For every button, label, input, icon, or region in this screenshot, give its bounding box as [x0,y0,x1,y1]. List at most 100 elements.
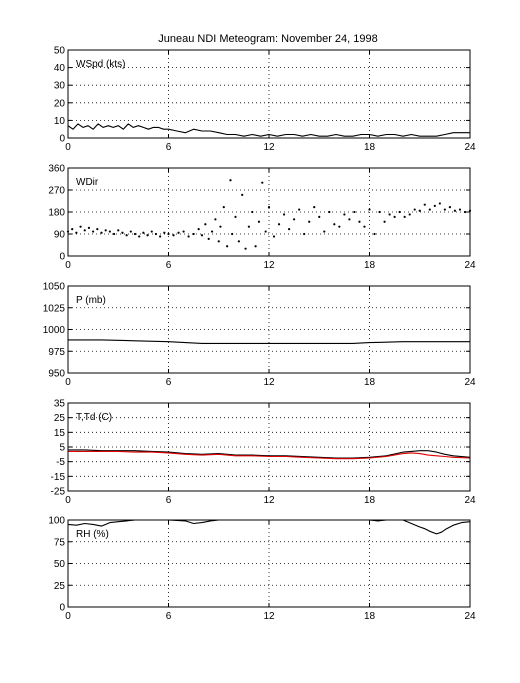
data-point [348,218,351,221]
data-point [272,235,276,238]
data-point [423,203,426,206]
data-point [277,223,281,226]
panel-label: P (mb) [76,295,106,306]
data-point [363,225,366,228]
data-point [200,234,204,237]
data-point [146,234,149,237]
data-point [231,232,234,236]
data-point [458,208,462,211]
x-tick-label: 24 [464,611,476,622]
data-point [222,206,225,209]
data-point [418,209,421,212]
data-point [100,231,103,234]
series-wdir-0 [66,179,472,250]
x-tick-label: 18 [364,260,376,271]
data-point [125,234,128,237]
y-tick-label: -15 [51,472,66,483]
data-point [428,208,431,211]
x-tick-label: 6 [166,260,172,271]
data-point [133,232,137,236]
data-point [226,245,229,248]
data-point [433,204,436,207]
x-tick-label: 12 [263,142,275,153]
y-tick-label: 180 [48,208,65,219]
panel-rh: 0 6 12 18 24 0 25 50 75 100 RH (%) [48,516,476,623]
data-point [368,208,371,211]
y-tick-label: 25 [54,581,66,592]
figure-title: Juneau NDI Meteogram: November 24, 1998 [158,33,378,45]
data-point [112,232,116,236]
data-point [298,208,301,211]
y-tick-label: 1000 [43,325,66,336]
x-tick-label: 18 [364,142,376,153]
data-point [303,232,306,236]
data-point [214,218,217,221]
x-tick-label: 18 [364,611,376,622]
data-point [129,230,132,233]
data-point [388,213,391,216]
x-tick-label: 0 [65,611,71,622]
data-point [254,245,257,248]
data-point [443,208,446,211]
data-point [282,213,286,216]
data-point [138,235,141,238]
panel-temp: 0 6 12 18 24 -25 -15 -5 5 15 25 35 T,Td (C) [51,399,476,507]
series-line-temp-1 [68,450,471,460]
x-tick-label: 24 [464,142,476,153]
data-point [463,210,467,214]
data-point [187,235,190,238]
x-tick-label: 12 [263,377,275,388]
data-point [267,206,271,209]
data-point [217,240,220,243]
data-point [87,226,91,229]
y-tick-label: -25 [51,487,66,498]
data-point [75,231,78,234]
data-point [358,220,361,223]
x-tick-label: 0 [65,495,71,506]
y-tick-label: -5 [56,457,65,468]
data-point [210,230,214,233]
y-tick-label: 0 [59,603,65,614]
data-point [247,225,250,228]
x-tick-label: 18 [364,377,376,388]
data-point [92,230,95,233]
y-tick-label: 270 [48,186,65,197]
x-tick-label: 6 [166,377,172,388]
series-line-temp-0 [68,449,471,459]
data-point [197,228,200,231]
x-tick-label: 24 [464,377,476,388]
y-tick-label: 50 [54,46,66,57]
data-point [383,220,386,223]
data-point [104,229,107,232]
y-tick-label: 30 [54,81,66,92]
y-tick-label: 10 [54,116,66,127]
data-point [323,230,326,233]
data-point [150,230,153,233]
x-tick-label: 0 [65,142,71,153]
y-tick-label: 1050 [43,282,66,293]
y-tick-label: 75 [54,537,66,548]
series-line-pressure-0 [68,339,470,344]
data-point [353,210,356,214]
y-tick-label: 40 [54,63,66,74]
data-point [83,229,86,232]
data-point [288,228,291,231]
data-point [121,231,124,234]
data-point [219,225,222,228]
data-point [373,232,376,236]
data-point [338,225,341,228]
x-tick-label: 24 [464,495,476,506]
data-point [408,213,411,216]
data-point [328,210,331,214]
data-point [261,181,264,184]
y-tick-label: 35 [54,399,66,410]
panel-label: WSpd (kts) [76,59,125,70]
y-tick-label: 25 [54,413,66,424]
data-point [313,206,316,209]
data-point [96,228,99,231]
y-tick-label: 15 [54,428,66,439]
y-tick-label: 1025 [43,303,66,314]
data-point [241,193,244,196]
y-tick-label: 975 [48,347,65,358]
